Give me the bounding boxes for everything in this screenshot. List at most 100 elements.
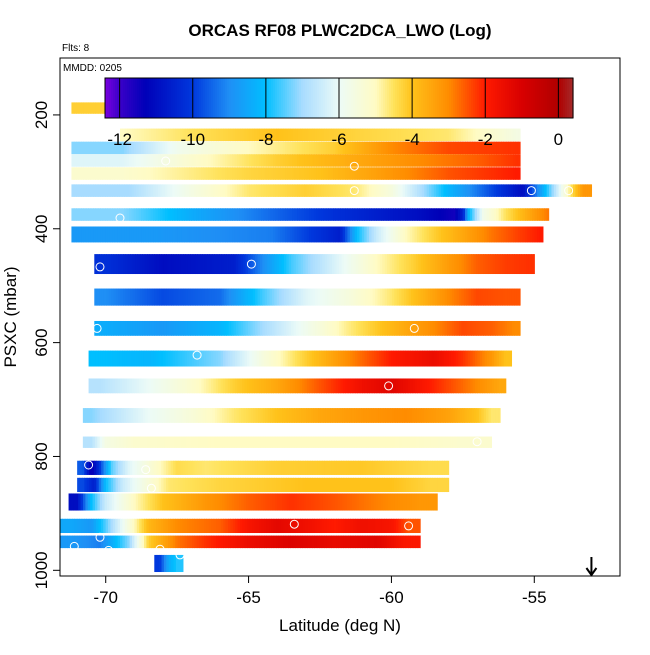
heatmap-cell [395, 208, 399, 221]
heatmap-cell [277, 408, 281, 423]
heatmap-cell [221, 460, 225, 475]
heatmap-cell [178, 436, 182, 448]
heatmap-cell [367, 477, 371, 493]
heatmap-cell [462, 226, 466, 243]
heatmap-cell [350, 128, 354, 142]
heatmap-cell [231, 320, 235, 336]
heatmap-cell [384, 535, 387, 549]
heatmap-cell [188, 493, 192, 511]
heatmap-cell [288, 320, 292, 336]
heatmap-cell [133, 408, 137, 423]
heatmap-cell [449, 288, 453, 306]
heatmap-cell [309, 535, 313, 549]
colorbar-cell [475, 78, 478, 118]
heatmap-cell [124, 350, 128, 367]
heatmap-cell [81, 167, 85, 180]
heatmap-cell [111, 288, 115, 306]
heatmap-cell [478, 254, 482, 275]
heatmap-cell [250, 493, 254, 511]
heatmap-cell [315, 288, 319, 306]
heatmap-cell [476, 436, 480, 448]
heatmap-cell [558, 184, 562, 197]
heatmap-cell [164, 436, 168, 448]
heatmap-cell [425, 288, 429, 306]
heatmap-cell [300, 320, 304, 336]
heatmap-cell [253, 408, 257, 423]
heatmap-cell [385, 154, 389, 167]
heatmap-cell [295, 254, 299, 275]
heatmap-cell [217, 154, 221, 167]
flight-marker [146, 483, 156, 493]
heatmap-cell [365, 320, 369, 336]
heatmap-cell [205, 408, 209, 423]
heatmap-cell [251, 350, 255, 367]
heatmap-cell [96, 477, 100, 493]
heatmap-cell [313, 436, 317, 448]
heatmap-cell [114, 141, 118, 155]
heatmap-cell [402, 208, 406, 221]
colorbar-cell [403, 78, 406, 118]
heatmap-cell [163, 535, 167, 549]
heatmap-cell [481, 167, 485, 180]
heatmap-cell [258, 141, 262, 155]
heatmap-cell [459, 408, 463, 423]
heatmap-cell [318, 493, 322, 511]
colorbar-cell [339, 78, 342, 118]
heatmap-cell [399, 408, 403, 423]
heatmap-cell [363, 436, 367, 448]
heatmap-cell [306, 141, 310, 155]
colorbar-cell [521, 78, 524, 118]
heatmap-cell [412, 141, 416, 155]
heatmap-cell [488, 408, 492, 423]
heatmap-cell [163, 288, 167, 306]
heatmap-cell [261, 141, 265, 155]
heatmap-cell [261, 518, 265, 534]
heatmap-cell [442, 436, 446, 448]
heatmap-cell [81, 226, 85, 243]
heatmap-cell [137, 477, 141, 493]
heatmap-cell [182, 518, 186, 534]
heatmap-cell [498, 154, 502, 167]
heatmap-cell [422, 477, 426, 493]
heatmap-cell [264, 535, 267, 549]
heatmap-cell [243, 408, 247, 423]
heatmap-cell [170, 128, 174, 142]
heatmap-cell [149, 320, 153, 336]
heatmap-cell [136, 518, 140, 534]
colorbar-cell [287, 78, 290, 118]
heatmap-cell [372, 288, 376, 306]
heatmap-cell [312, 254, 316, 275]
heatmap-cell [141, 535, 145, 549]
heatmap-cell [254, 535, 258, 549]
heatmap-cell [120, 320, 124, 336]
heatmap-cell [187, 320, 191, 336]
colorbar-cell [505, 78, 508, 118]
heatmap-cell [499, 320, 503, 336]
colorbar-cell [221, 78, 224, 118]
heatmap-cell [329, 254, 333, 275]
heatmap-cell [466, 254, 470, 275]
heatmap-cell [79, 518, 83, 534]
heatmap-cell [103, 460, 107, 475]
heatmap-cell [142, 254, 146, 275]
heatmap-cell [377, 320, 381, 336]
heatmap-cell [294, 184, 298, 197]
heatmap-cell [249, 208, 253, 221]
colorbar-cell [169, 78, 172, 118]
heatmap-cell [93, 102, 97, 114]
chart-title: ORCAS RF08 PLWC2DCA_LWO (Log) [188, 21, 491, 40]
heatmap-cell [321, 226, 325, 243]
heatmap-cell [433, 493, 437, 511]
heatmap-cell [309, 460, 313, 475]
heatmap-cell [453, 226, 457, 243]
heatmap-cell [409, 493, 413, 511]
heatmap-cell [225, 141, 229, 155]
heatmap-cell [287, 167, 291, 180]
heatmap-cell [204, 518, 207, 534]
x-axis-label: Latitude (deg N) [279, 616, 401, 635]
heatmap-cell [453, 208, 457, 221]
heatmap-cell [144, 320, 148, 336]
colorbar-cell [349, 78, 352, 118]
heatmap-cell [376, 128, 380, 142]
heatmap-cell [496, 184, 500, 197]
